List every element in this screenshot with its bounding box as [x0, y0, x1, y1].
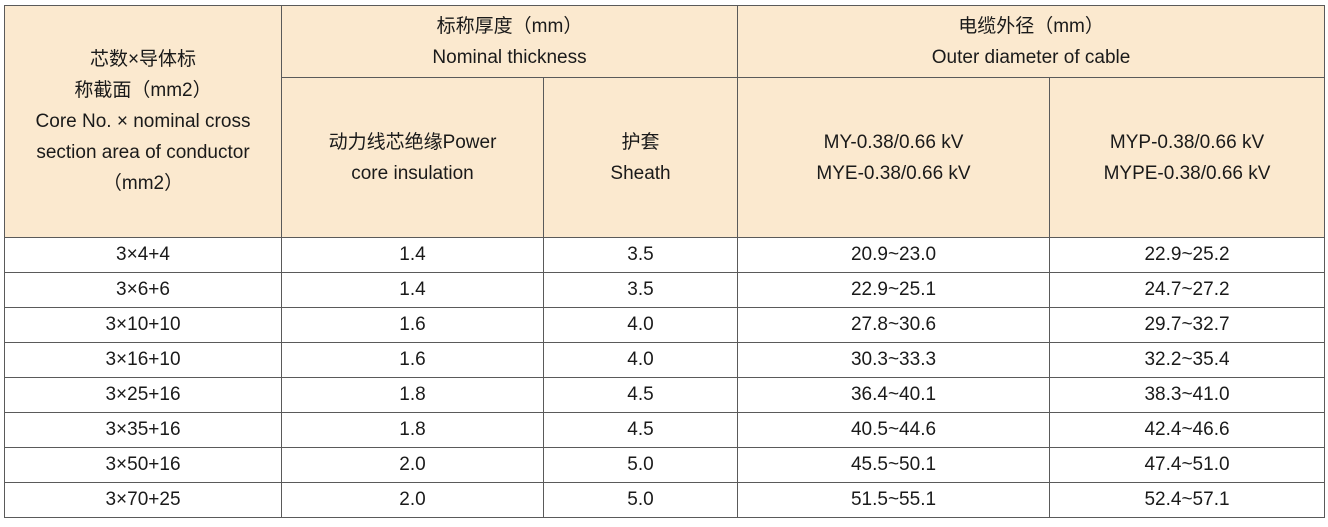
- cell-myp-diameter: 24.7~27.2: [1049, 272, 1326, 308]
- header-nominal-thickness-cn: 标称厚度（mm）: [436, 15, 583, 37]
- header-sheath: 护套 Sheath: [542, 77, 739, 238]
- cell-sheath: 4.5: [542, 412, 739, 448]
- table-row: 3×16+10 1.6 4.0 30.3~33.3 32.2~35.4: [4, 342, 1326, 378]
- cell-myp-diameter: 52.4~57.1: [1049, 482, 1326, 518]
- cell-my-diameter: 51.5~55.1: [737, 482, 1051, 518]
- header-power-core-insulation: 动力线芯绝缘Power core insulation: [281, 77, 544, 238]
- cable-spec-table: 芯数×导体标 称截面（mm2） Core No. × nominal cross…: [4, 5, 1326, 518]
- header-core-spec: 芯数×导体标 称截面（mm2） Core No. × nominal cross…: [4, 5, 282, 238]
- cell-core: 3×35+16: [4, 412, 282, 448]
- cell-insulation: 1.6: [281, 342, 544, 378]
- cell-core: 3×4+4: [4, 237, 282, 273]
- header-my-voltage: MY-0.38/0.66 kV MYE-0.38/0.66 kV: [737, 77, 1051, 238]
- table-row: 3×10+10 1.6 4.0 27.8~30.6 29.7~32.7: [4, 307, 1326, 343]
- cell-sheath: 3.5: [542, 272, 739, 308]
- header-sheath-en: Sheath: [610, 162, 671, 184]
- header-myp-line: MYP-0.38/0.66 kV: [1109, 131, 1265, 153]
- header-core-line: Core No. × nominal cross: [35, 111, 251, 132]
- header-insulation-line: core insulation: [351, 162, 474, 184]
- header-nominal-thickness: 标称厚度（mm） Nominal thickness: [280, 5, 739, 78]
- cell-sheath: 3.5: [542, 237, 739, 273]
- cell-core: 3×70+25: [4, 482, 282, 518]
- cell-core: 3×16+10: [4, 342, 282, 378]
- cell-my-diameter: 45.5~50.1: [737, 447, 1051, 483]
- cell-sheath: 5.0: [542, 482, 739, 518]
- header-core-line: （mm2）: [102, 173, 184, 194]
- header-outer-diameter-cn: 电缆外径（mm）: [958, 15, 1104, 37]
- header-row-sub: 动力线芯绝缘Power core insulation 护套 Sheath MY…: [5, 77, 1326, 238]
- cell-core: 3×6+6: [4, 272, 282, 308]
- cell-my-diameter: 22.9~25.1: [737, 272, 1051, 308]
- cell-sheath: 5.0: [542, 447, 739, 483]
- table-row: 3×4+4 1.4 3.5 20.9~23.0 22.9~25.2: [4, 237, 1326, 273]
- cell-my-diameter: 27.8~30.6: [737, 307, 1051, 343]
- header-core-line: 称截面（mm2）: [74, 80, 212, 101]
- cell-insulation: 2.0: [281, 482, 544, 518]
- cell-insulation: 1.4: [281, 272, 544, 308]
- cell-myp-diameter: 22.9~25.2: [1049, 237, 1326, 273]
- header-my-line: MY-0.38/0.66 kV: [823, 131, 964, 153]
- table-row: 3×70+25 2.0 5.0 51.5~55.1 52.4~57.1: [4, 482, 1326, 518]
- table-row: 3×35+16 1.8 4.5 40.5~44.6 42.4~46.6: [4, 412, 1326, 448]
- header-my-line: MYE-0.38/0.66 kV: [816, 162, 971, 184]
- cell-insulation: 1.8: [281, 377, 544, 413]
- cell-core: 3×50+16: [4, 447, 282, 483]
- cell-sheath: 4.5: [542, 377, 739, 413]
- table-row: 3×6+6 1.4 3.5 22.9~25.1 24.7~27.2: [4, 272, 1326, 308]
- header-core-line: 芯数×导体标: [89, 49, 197, 70]
- header-myp-voltage: MYP-0.38/0.66 kV MYPE-0.38/0.66 kV: [1049, 77, 1326, 238]
- table-row: 3×50+16 2.0 5.0 45.5~50.1 47.4~51.0: [4, 447, 1326, 483]
- cell-insulation: 1.6: [281, 307, 544, 343]
- cell-my-diameter: 30.3~33.3: [737, 342, 1051, 378]
- cell-core: 3×10+10: [4, 307, 282, 343]
- cell-sheath: 4.0: [542, 307, 739, 343]
- header-row-top: 芯数×导体标 称截面（mm2） Core No. × nominal cross…: [4, 5, 1326, 238]
- cell-insulation: 1.8: [281, 412, 544, 448]
- header-insulation-line: 动力线芯绝缘Power: [328, 131, 497, 153]
- cell-core: 3×25+16: [4, 377, 282, 413]
- header-myp-line: MYPE-0.38/0.66 kV: [1103, 162, 1271, 184]
- cell-insulation: 2.0: [281, 447, 544, 483]
- header-sheath-cn: 护套: [621, 131, 660, 153]
- cell-my-diameter: 40.5~44.6: [737, 412, 1051, 448]
- cell-myp-diameter: 47.4~51.0: [1049, 447, 1326, 483]
- header-outer-diameter: 电缆外径（mm） Outer diameter of cable: [737, 5, 1326, 78]
- cell-insulation: 1.4: [281, 237, 544, 273]
- header-nominal-thickness-en: Nominal thickness: [432, 46, 587, 68]
- cell-my-diameter: 36.4~40.1: [737, 377, 1051, 413]
- header-core-line: section area of conductor: [36, 142, 250, 163]
- cell-sheath: 4.0: [542, 342, 739, 378]
- cell-myp-diameter: 38.3~41.0: [1049, 377, 1326, 413]
- cell-myp-diameter: 32.2~35.4: [1049, 342, 1326, 378]
- cell-myp-diameter: 29.7~32.7: [1049, 307, 1326, 343]
- cell-my-diameter: 20.9~23.0: [737, 237, 1051, 273]
- cell-myp-diameter: 42.4~46.6: [1049, 412, 1326, 448]
- header-outer-diameter-en: Outer diameter of cable: [931, 46, 1131, 68]
- table-row: 3×25+16 1.8 4.5 36.4~40.1 38.3~41.0: [4, 377, 1326, 413]
